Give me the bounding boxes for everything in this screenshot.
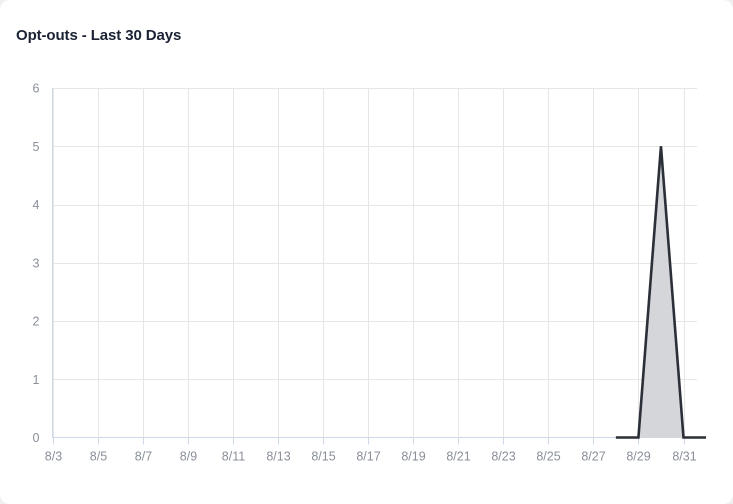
y-tick-label: 3 bbox=[33, 256, 40, 270]
y-tick-label: 6 bbox=[33, 82, 40, 96]
x-tick-label: 8/3 bbox=[45, 450, 62, 464]
x-axis-tick-marks bbox=[52, 437, 686, 445]
vertical-gridlines bbox=[53, 88, 685, 438]
x-tick-label: 8/25 bbox=[536, 450, 560, 464]
x-tick-label: 8/17 bbox=[356, 450, 380, 464]
x-tick-label: 8/9 bbox=[180, 450, 197, 464]
x-tick-label: 8/23 bbox=[491, 450, 515, 464]
y-tick-label: 5 bbox=[33, 140, 40, 154]
horizontal-gridlines bbox=[52, 88, 697, 380]
x-tick-label: 8/5 bbox=[90, 450, 107, 464]
y-tick-label: 4 bbox=[33, 198, 40, 212]
page-title: Opt-outs - Last 30 Days bbox=[16, 27, 182, 44]
x-tick-label: 8/31 bbox=[672, 450, 696, 464]
series-area-fill bbox=[615, 146, 707, 438]
x-tick-label: 8/27 bbox=[581, 450, 605, 464]
x-tick-label: 8/21 bbox=[446, 450, 470, 464]
x-tick-label: 8/7 bbox=[135, 450, 152, 464]
y-tick-label: 2 bbox=[33, 315, 40, 329]
y-axis-tick-labels: 0 1 2 3 4 5 6 bbox=[33, 82, 40, 446]
x-tick-label: 8/29 bbox=[626, 450, 650, 464]
x-tick-label: 8/15 bbox=[311, 450, 335, 464]
x-tick-label: 8/11 bbox=[222, 450, 245, 464]
x-tick-label: 8/19 bbox=[401, 450, 425, 464]
y-tick-label: 1 bbox=[33, 373, 40, 387]
y-tick-label: 0 bbox=[33, 431, 40, 445]
x-axis-tick-labels: 8/3 8/5 8/7 8/9 8/11 8/13 8/15 8/17 8/19 8/21 8/23… bbox=[45, 450, 697, 464]
series-line bbox=[615, 146, 707, 439]
x-tick-label: 8/13 bbox=[266, 450, 290, 464]
